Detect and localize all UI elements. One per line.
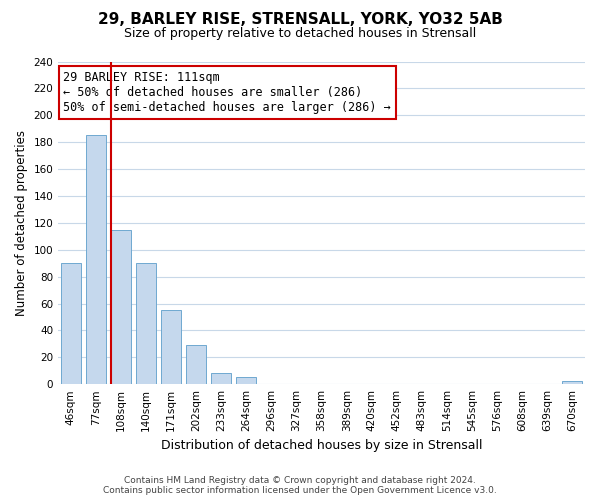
Text: Contains HM Land Registry data © Crown copyright and database right 2024.
Contai: Contains HM Land Registry data © Crown c… (103, 476, 497, 495)
X-axis label: Distribution of detached houses by size in Strensall: Distribution of detached houses by size … (161, 440, 482, 452)
Bar (161, 310, 181, 384)
Bar (562, 382, 583, 384)
Text: 29, BARLEY RISE, STRENSALL, YORK, YO32 5AB: 29, BARLEY RISE, STRENSALL, YORK, YO32 5… (98, 12, 502, 28)
Bar (211, 374, 231, 384)
Bar (186, 345, 206, 384)
Text: 29 BARLEY RISE: 111sqm
← 50% of detached houses are smaller (286)
50% of semi-de: 29 BARLEY RISE: 111sqm ← 50% of detached… (64, 71, 391, 114)
Bar (86, 136, 106, 384)
Text: Size of property relative to detached houses in Strensall: Size of property relative to detached ho… (124, 28, 476, 40)
Bar (61, 263, 81, 384)
Bar (111, 230, 131, 384)
Y-axis label: Number of detached properties: Number of detached properties (15, 130, 28, 316)
Bar (236, 378, 256, 384)
Bar (136, 263, 156, 384)
